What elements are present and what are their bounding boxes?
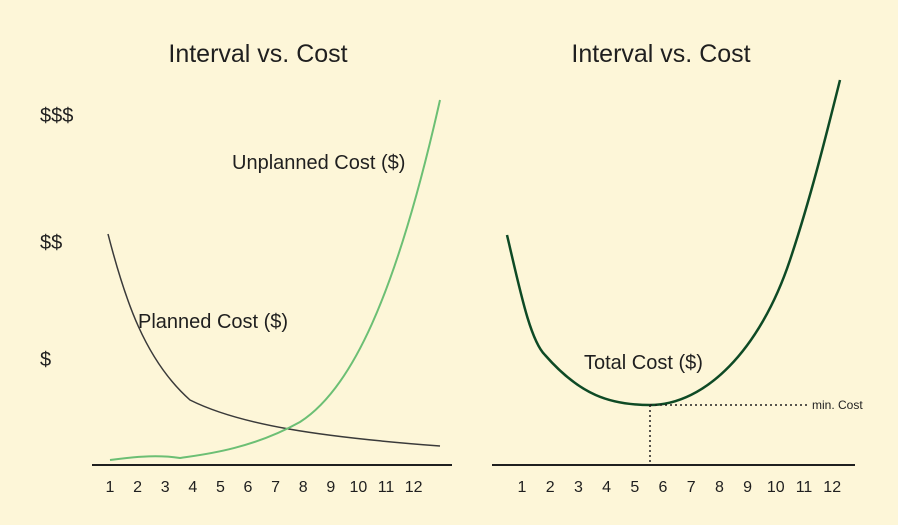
x-tick-label: 2 bbox=[546, 479, 555, 496]
y-tick-label-high: $$$ bbox=[40, 105, 73, 127]
x-tick-label: 6 bbox=[659, 479, 668, 496]
x-tick-label: 8 bbox=[715, 479, 724, 496]
unplanned-cost-line bbox=[109, 99, 441, 461]
left-x-tick-labels: 1 2 3 4 5 6 7 8 9 10 11 12 bbox=[106, 479, 423, 496]
x-tick-label: 1 bbox=[106, 479, 115, 496]
x-tick-label: 7 bbox=[687, 479, 696, 496]
left-chart-title: Interval vs. Cost bbox=[168, 40, 347, 68]
planned-cost-label: Planned Cost ($) bbox=[138, 311, 288, 333]
left-chart: Interval vs. Cost $$$ $$ $ Unplanned Cos… bbox=[40, 40, 452, 496]
right-chart-title: Interval vs. Cost bbox=[571, 40, 750, 68]
x-tick-label: 10 bbox=[350, 479, 368, 496]
total-cost-label: Total Cost ($) bbox=[584, 352, 703, 374]
unplanned-cost-label: Unplanned Cost ($) bbox=[232, 152, 405, 174]
x-tick-label: 7 bbox=[271, 479, 280, 496]
x-tick-label: 11 bbox=[378, 479, 395, 496]
x-tick-label: 1 bbox=[518, 479, 527, 496]
x-tick-label: 2 bbox=[133, 479, 142, 496]
x-tick-label: 9 bbox=[326, 479, 335, 496]
right-chart: Interval vs. Cost min. Cost Total Cost (… bbox=[492, 40, 863, 496]
x-tick-label: 11 bbox=[796, 479, 813, 496]
x-tick-label: 12 bbox=[823, 479, 841, 496]
x-tick-label: 12 bbox=[405, 479, 423, 496]
x-tick-label: 9 bbox=[743, 479, 752, 496]
x-tick-label: 5 bbox=[216, 479, 225, 496]
x-tick-label: 10 bbox=[767, 479, 785, 496]
x-tick-label: 4 bbox=[602, 479, 611, 496]
x-tick-label: 3 bbox=[161, 479, 170, 496]
min-cost-label: min. Cost bbox=[812, 398, 863, 412]
right-x-tick-labels: 1 2 3 4 5 6 7 8 9 10 11 12 bbox=[518, 479, 842, 496]
y-tick-label-mid: $$ bbox=[40, 232, 62, 254]
x-tick-label: 6 bbox=[244, 479, 253, 496]
total-cost-line bbox=[505, 79, 842, 407]
planned-cost-line bbox=[107, 233, 441, 447]
x-tick-label: 8 bbox=[299, 479, 308, 496]
x-tick-label: 3 bbox=[574, 479, 583, 496]
x-tick-label: 5 bbox=[630, 479, 639, 496]
y-tick-label-low: $ bbox=[40, 349, 51, 371]
x-tick-label: 4 bbox=[188, 479, 197, 496]
